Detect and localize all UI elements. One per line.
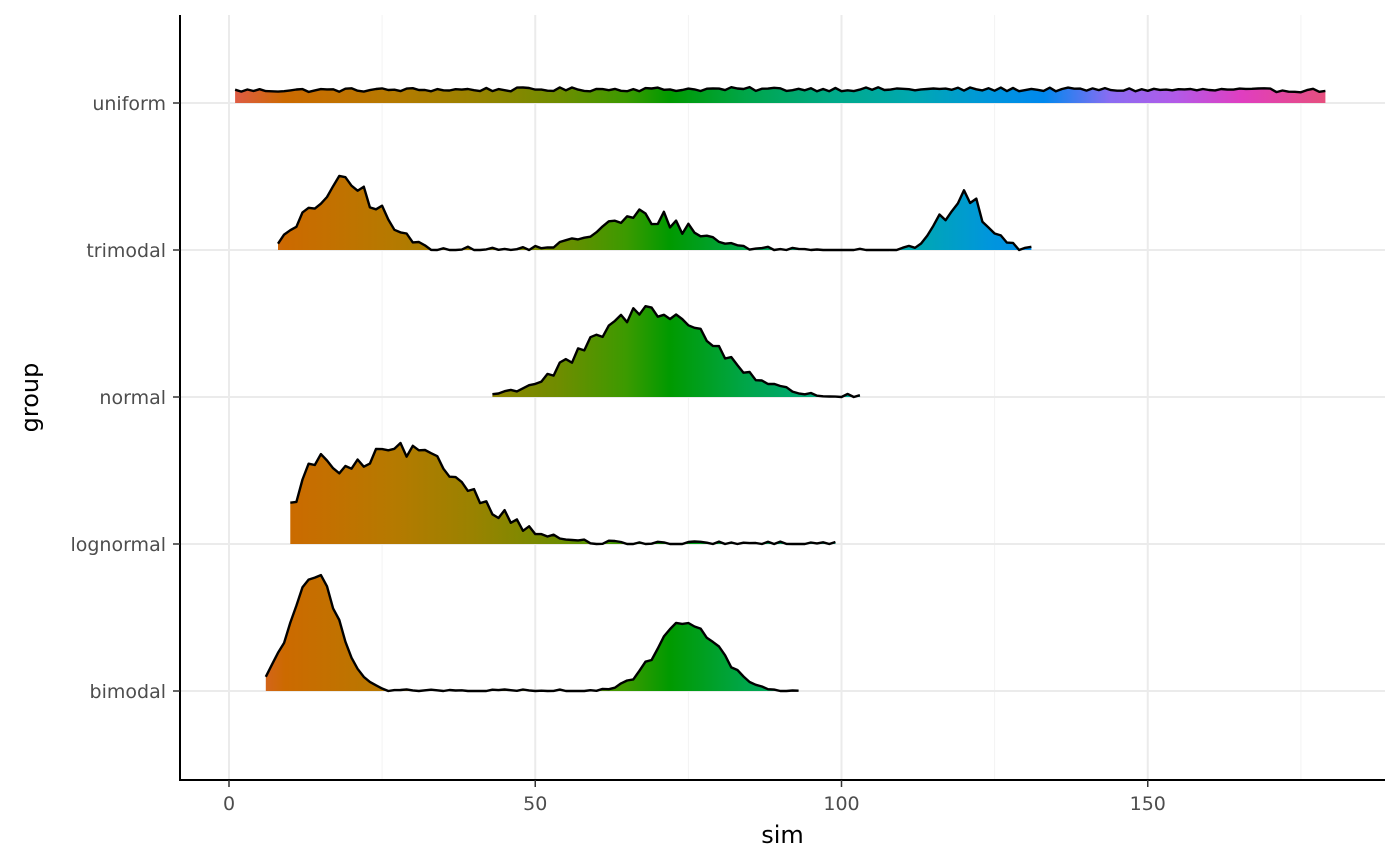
x-tick-label: 0 xyxy=(223,793,235,815)
ridge-line-lognormal xyxy=(290,441,836,546)
y-axis-title: group xyxy=(16,363,44,433)
y-tick-label-normal: normal xyxy=(99,387,166,409)
x-tick-label: 100 xyxy=(823,793,859,815)
ridges xyxy=(234,85,1326,693)
ridge-area-lognormal xyxy=(290,443,836,544)
y-tick-label-lognormal: lognormal xyxy=(70,534,166,556)
ridge-line-normal xyxy=(492,305,861,399)
axes: 0 50 100 150 uniform trimodal normal lognormal b… xyxy=(70,15,1385,815)
grid xyxy=(180,15,1385,780)
ridge-line-bimodal xyxy=(264,573,799,693)
y-tick-label-uniform: uniform xyxy=(92,93,166,115)
y-tick-label-trimodal: trimodal xyxy=(86,240,166,262)
y-tick-label-bimodal: bimodal xyxy=(90,681,166,703)
ridge-area-bimodal xyxy=(265,575,799,691)
x-tick-label: 50 xyxy=(523,793,547,815)
x-tick-label: 150 xyxy=(1130,793,1166,815)
x-axis-title: sim xyxy=(761,821,804,849)
ridge-line-uniform xyxy=(234,85,1326,94)
ridge-line-trimodal xyxy=(277,174,1032,252)
ridge-area-trimodal xyxy=(278,175,1032,250)
ridge-area-normal xyxy=(492,306,860,397)
